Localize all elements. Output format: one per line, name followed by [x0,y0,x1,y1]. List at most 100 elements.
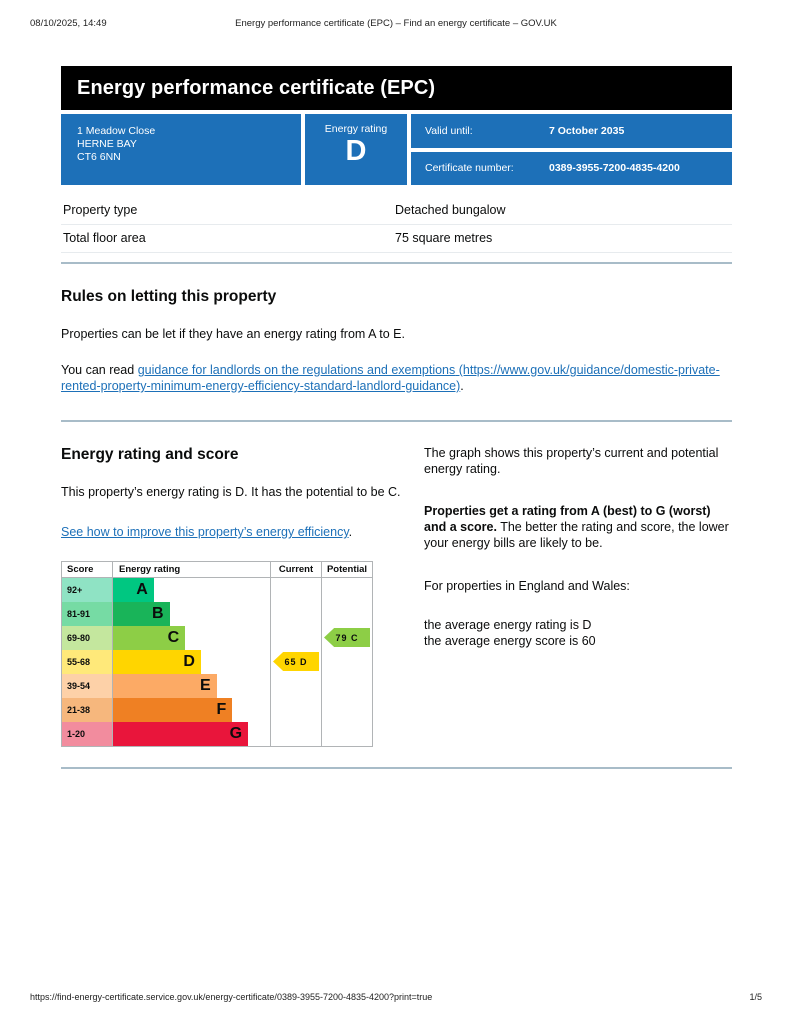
region-intro: For properties in England and Wales: [424,579,630,593]
potential-cell-b [321,602,372,626]
current-cell-g [270,722,321,746]
letting-heading: Rules on letting this property [61,288,277,305]
band-bar-b: B [113,602,170,626]
valid-until-value: 7 October 2035 [549,124,625,137]
certificate-number-value: 0389-3955-7200-4835-4200 [549,162,680,175]
potential-cell-f [321,698,372,722]
improve-efficiency-link[interactable]: See how to improve this property’s energ… [61,525,349,539]
epc-title-banner: Energy performance certificate (EPC) [61,66,732,110]
improve-efficiency-suffix: . [348,525,353,539]
epc-band-row-e: 39-54 E [62,674,372,698]
property-address: 1 Meadow Close HERNE BAY CT6 6NN [61,114,301,185]
epc-graph-header: Score Energy rating Current Potential [62,562,372,578]
band-bar-wrap-e: E [112,674,270,698]
band-bar-a: A [113,578,154,602]
band-bar-wrap-b: B [112,602,270,626]
epc-band-row-d: 55-68 D 65 D [62,650,372,674]
band-score-e: 39-54 [62,674,112,698]
epc-graph-body: 92+ A 81-91 B 69-80 C 79 C 55-68 D 65 D 39-54 E 21-3… [62,578,372,746]
current-cell-f [270,698,321,722]
current-cell-c [270,626,321,650]
letting-guidance-paragraph: You can read guidance for landlords on t… [61,362,732,394]
band-bar-c: C [113,626,186,650]
band-bar-e: E [113,674,217,698]
band-bar-wrap-d: D [112,650,270,674]
energy-rating-section: Energy rating and score This property’s … [61,422,732,747]
page-title: Energy performance certificate (EPC) [77,76,436,99]
section-divider [61,420,732,422]
band-bar-wrap-f: F [112,698,270,722]
current-cell-d: 65 D [270,650,321,674]
property-type-label: Property type [63,203,138,217]
band-score-b: 81-91 [62,602,112,626]
potential-cell-g [321,722,372,746]
epc-band-row-b: 81-91 B [62,602,372,626]
letting-read-prefix: You can read [61,363,138,377]
certificate-number-row: Certificate number: 0389-3955-7200-4835-… [411,151,732,185]
band-score-f: 21-38 [62,698,112,722]
band-score-c: 69-80 [62,626,112,650]
section-divider [61,262,732,264]
print-footer: https://find-energy-certificate.service.… [0,992,792,1006]
epc-band-row-g: 1-20 G [62,722,372,746]
rating-scale-bold: Properties get a rating from A (best) to… [424,504,711,534]
rating-scale-explanation: Properties get a rating from A (best) to… [424,503,732,551]
print-source-url: https://find-energy-certificate.service.… [30,992,433,1002]
table-row: Property type Detached bungalow [61,197,732,225]
address-line-3: CT6 6NN [77,151,121,163]
band-score-a: 92+ [62,578,112,602]
landlord-guidance-url: (https://www.gov.uk/guidance/domestic-pr… [61,363,720,393]
average-score: the average energy score is 60 [424,634,596,648]
potential-rating-arrow: 79 C [324,628,370,647]
epc-band-row-f: 21-38 F [62,698,372,722]
property-type-value: Detached bungalow [395,203,506,217]
energy-section-heading: Energy rating and score [61,446,239,463]
certificate-meta: Valid until: 7 October 2035 Certificate … [411,114,732,185]
energy-rating-left-column: Energy rating and score This property’s … [61,422,424,747]
rating-scale-rest: The better the rating and score, the low… [424,520,729,550]
landlord-guidance-link[interactable]: guidance for landlords on the regulation… [137,363,456,377]
band-bar-wrap-a: A [112,578,270,602]
band-bar-wrap-c: C [112,626,270,650]
band-score-d: 55-68 [62,650,112,674]
print-page-number: 1/5 [749,992,762,1002]
address-line-2: HERNE BAY [77,138,137,150]
current-rating-arrow: 65 D [273,652,319,671]
total-floor-area-label: Total floor area [63,231,146,245]
band-bar-d: D [113,650,201,674]
energy-rating-summary: This property’s energy rating is D. It h… [61,485,401,499]
certificate-summary: 1 Meadow Close HERNE BAY CT6 6NN Energy … [61,114,732,185]
certificate-sheet: Energy performance certificate (EPC) 1 M… [61,66,732,769]
certificate-number-label: Certificate number: [425,162,514,175]
band-bar-g: G [113,722,249,746]
energy-rating-right-column: The graph shows this property’s current … [424,422,732,747]
energy-rating-badge: Energy rating D [305,114,407,185]
table-row: Total floor area 75 square metres [61,225,732,253]
letting-paragraph: Properties can be let if they have an en… [61,327,405,341]
average-rating: the average energy rating is D [424,618,592,632]
column-header-energy-rating: Energy rating [112,562,270,577]
potential-cell-e [321,674,372,698]
epc-band-row-a: 92+ A [62,578,372,602]
graph-intro-text: The graph shows this property’s current … [424,446,719,476]
potential-cell-a [321,578,372,602]
band-bar-wrap-g: G [112,722,270,746]
print-date: 08/10/2025, 14:49 [30,18,107,29]
print-page-title: Energy performance certificate (EPC) – F… [235,18,557,29]
current-cell-a [270,578,321,602]
band-score-g: 1-20 [62,722,112,746]
column-header-potential: Potential [321,562,372,577]
total-floor-area-value: 75 square metres [395,231,493,245]
current-cell-b [270,602,321,626]
potential-cell-d [321,650,372,674]
section-divider [61,767,732,769]
band-bar-f: F [113,698,233,722]
energy-rating-letter: D [345,135,367,167]
letting-sentence-end: . [460,379,464,393]
epc-band-row-c: 69-80 C 79 C [62,626,372,650]
address-line-1: 1 Meadow Close [77,125,156,137]
improve-efficiency-paragraph: See how to improve this property’s energ… [61,524,424,540]
column-header-current: Current [270,562,321,577]
print-header: 08/10/2025, 14:49 Energy performance cer… [0,18,792,32]
valid-until-label: Valid until: [425,124,473,137]
